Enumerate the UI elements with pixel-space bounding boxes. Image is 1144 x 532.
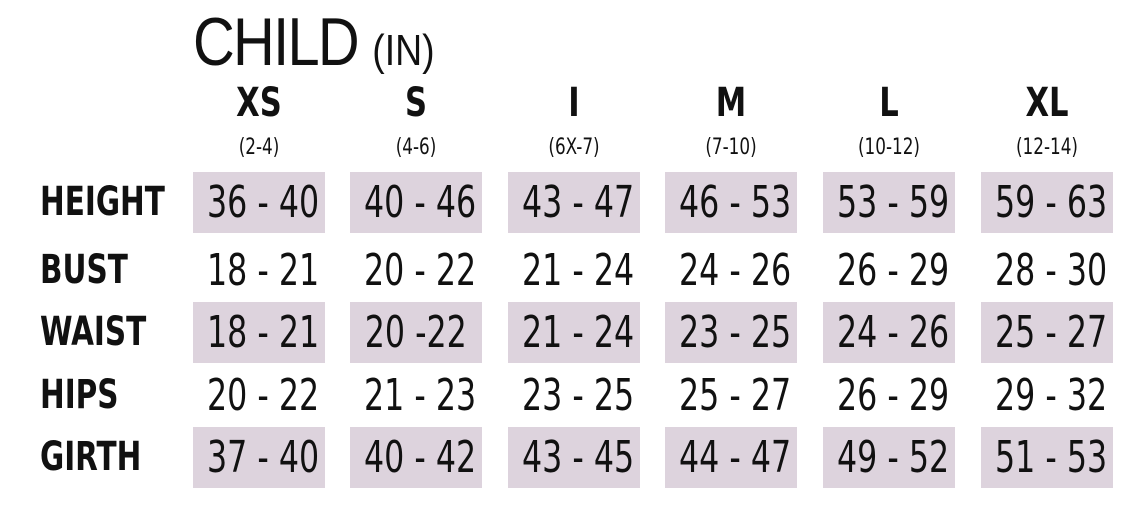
table-cell: 43 - 47 xyxy=(508,172,640,233)
cell-value: 20 - 22 xyxy=(364,245,477,296)
table-cell: 24 - 26 xyxy=(823,302,955,363)
table-cell: 21 - 24 xyxy=(508,240,640,301)
size-label: M xyxy=(715,80,747,126)
cell-value: 24 - 26 xyxy=(679,245,792,296)
cell-value: 23 - 25 xyxy=(522,370,635,421)
row-label: HIPS xyxy=(40,372,119,418)
age-range: (4-6) xyxy=(395,135,437,160)
cell-value: 36 - 40 xyxy=(207,177,320,228)
row-label: GIRTH xyxy=(40,434,142,480)
cell-value: 59 - 63 xyxy=(995,177,1108,228)
cell-value: 24 - 26 xyxy=(837,307,950,358)
cell-value: 43 - 45 xyxy=(522,432,635,483)
cell-value: 18 - 21 xyxy=(207,307,320,358)
cell-value: 25 - 27 xyxy=(995,307,1108,358)
age-range: (10-12) xyxy=(857,135,920,160)
size-label: L xyxy=(879,80,899,126)
age-range: (6X-7) xyxy=(548,135,600,160)
size-header: I (6X-7) xyxy=(508,80,640,162)
table-cell: 26 - 29 xyxy=(823,365,955,426)
size-label: I xyxy=(568,80,580,126)
cell-value: 18 - 21 xyxy=(207,245,320,296)
table-cell: 51 - 53 xyxy=(981,427,1113,488)
cell-value: 44 - 47 xyxy=(679,432,792,483)
cell-value: 53 - 59 xyxy=(837,177,950,228)
age-range: (12-14) xyxy=(1015,135,1078,160)
table-cell: 20 - 22 xyxy=(193,365,325,426)
table-cell: 18 - 21 xyxy=(193,302,325,363)
cell-value: 20 -22 xyxy=(364,307,468,358)
size-header: XS (2-4) xyxy=(193,80,325,162)
row-label: WAIST xyxy=(40,309,147,355)
cell-value: 43 - 47 xyxy=(522,177,635,228)
size-header: S (4-6) xyxy=(350,80,482,162)
title-text: CHILD xyxy=(193,4,360,80)
table-cell: 29 - 32 xyxy=(981,365,1113,426)
table-cell: 25 - 27 xyxy=(981,302,1113,363)
cell-value: 46 - 53 xyxy=(679,177,792,228)
cell-value: 40 - 42 xyxy=(364,432,477,483)
cell-value: 21 - 23 xyxy=(364,370,477,421)
table-cell: 18 - 21 xyxy=(193,240,325,301)
table-cell: 49 - 52 xyxy=(823,427,955,488)
cell-value: 21 - 24 xyxy=(522,245,635,296)
table-cell: 23 - 25 xyxy=(665,302,797,363)
table-cell: 36 - 40 xyxy=(193,172,325,233)
table-cell: 23 - 25 xyxy=(508,365,640,426)
size-header: M (7-10) xyxy=(665,80,797,162)
cell-value: 40 - 46 xyxy=(364,177,477,228)
unit-text: (IN) xyxy=(372,26,435,75)
cell-value: 26 - 29 xyxy=(837,370,950,421)
table-cell: 21 - 24 xyxy=(508,302,640,363)
size-header: XL (12-14) xyxy=(981,80,1113,162)
cell-value: 51 - 53 xyxy=(995,432,1108,483)
size-label: S xyxy=(404,80,428,126)
cell-value: 37 - 40 xyxy=(207,432,320,483)
table-cell: 53 - 59 xyxy=(823,172,955,233)
table-cell: 21 - 23 xyxy=(350,365,482,426)
size-label: XL xyxy=(1025,80,1069,126)
table-cell: 46 - 53 xyxy=(665,172,797,233)
table-cell: 40 - 46 xyxy=(350,172,482,233)
table-cell: 44 - 47 xyxy=(665,427,797,488)
table-cell: 43 - 45 xyxy=(508,427,640,488)
cell-value: 25 - 27 xyxy=(679,370,792,421)
cell-value: 28 - 30 xyxy=(995,245,1108,296)
row-label: HEIGHT xyxy=(40,179,165,225)
size-header: L (10-12) xyxy=(823,80,955,162)
table-cell: 20 - 22 xyxy=(350,240,482,301)
row-label: BUST xyxy=(40,247,128,293)
table-cell: 28 - 30 xyxy=(981,240,1113,301)
age-range: (7-10) xyxy=(705,135,757,160)
table-cell: 24 - 26 xyxy=(665,240,797,301)
cell-value: 21 - 24 xyxy=(522,307,635,358)
table-cell: 26 - 29 xyxy=(823,240,955,301)
table-cell: 25 - 27 xyxy=(665,365,797,426)
cell-value: 29 - 32 xyxy=(995,370,1108,421)
cell-value: 49 - 52 xyxy=(837,432,950,483)
cell-value: 23 - 25 xyxy=(679,307,792,358)
table-cell: 20 -22 xyxy=(350,302,482,363)
age-range: (2-4) xyxy=(238,135,280,160)
table-cell: 40 - 42 xyxy=(350,427,482,488)
size-label: XS xyxy=(236,80,282,126)
chart-title: CHILD (IN) xyxy=(193,2,435,91)
table-cell: 59 - 63 xyxy=(981,172,1113,233)
cell-value: 20 - 22 xyxy=(207,370,320,421)
cell-value: 26 - 29 xyxy=(837,245,950,296)
table-cell: 37 - 40 xyxy=(193,427,325,488)
